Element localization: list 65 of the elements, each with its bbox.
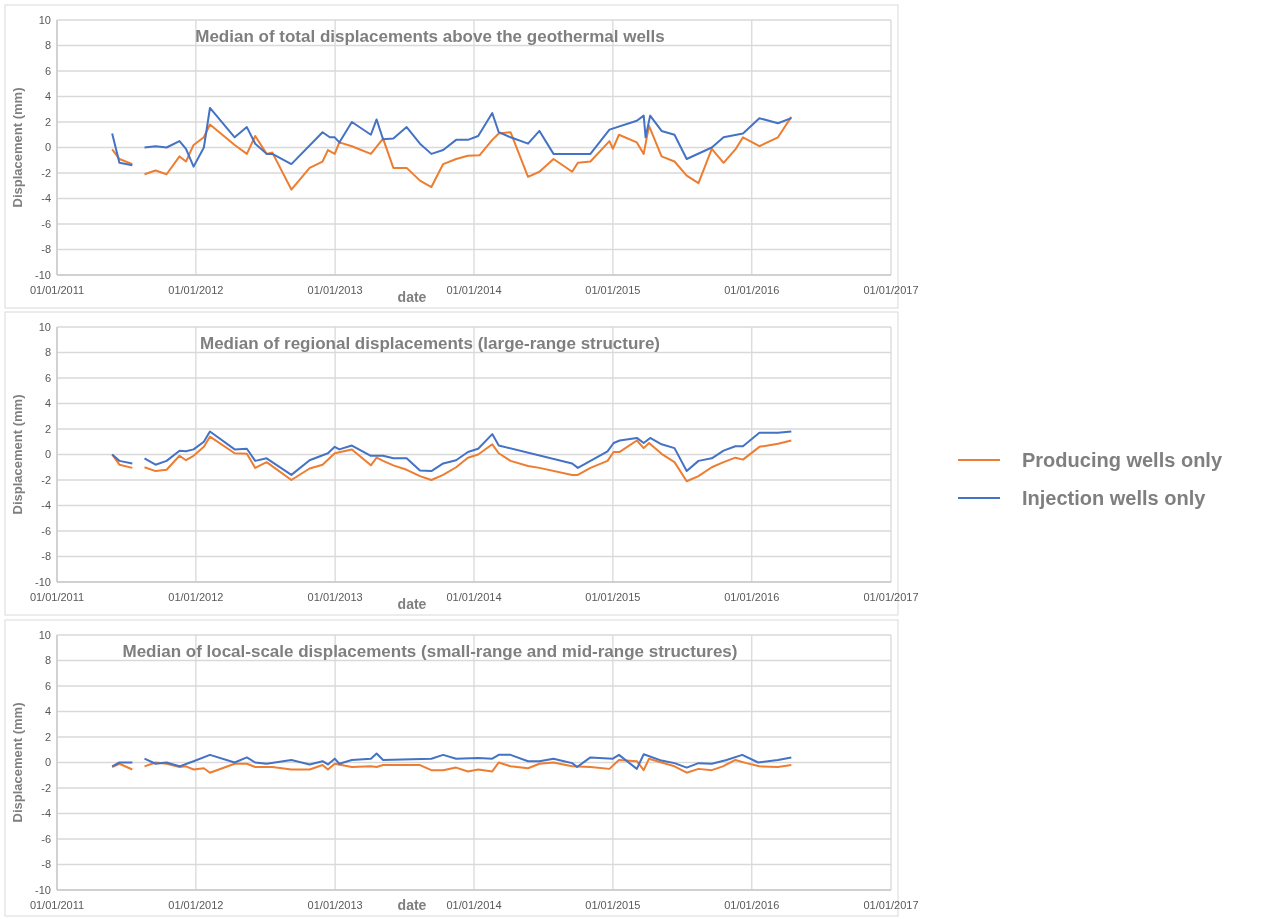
y-tick-label: 8 <box>44 346 51 359</box>
y-tick-label: 0 <box>44 141 51 154</box>
x-tick-label: 01/01/2011 <box>29 591 85 603</box>
y-tick-label: 4 <box>44 90 51 103</box>
x-tick-label: 01/01/2017 <box>863 899 919 911</box>
y-tick-label: -4 <box>41 807 51 820</box>
y-axis-title: Displacement (mm) <box>10 87 25 208</box>
y-tick-label: -8 <box>41 550 51 563</box>
y-tick-label: 2 <box>44 730 51 743</box>
y-tick-label: -4 <box>41 499 51 512</box>
y-tick-label: -6 <box>41 832 51 845</box>
y-tick-label: 8 <box>44 654 51 667</box>
y-tick-label: 10 <box>38 320 51 333</box>
y-tick-label: -4 <box>41 192 51 205</box>
legend-label: Injection wells only <box>1022 487 1207 509</box>
y-tick-label: -2 <box>41 473 51 486</box>
y-axis-title: Displacement (mm) <box>10 702 25 823</box>
x-tick-label: 01/01/2013 <box>307 591 363 603</box>
y-tick-label: 6 <box>44 371 51 384</box>
y-axis-title: Displacement (mm) <box>10 394 25 515</box>
x-tick-label: 01/01/2016 <box>724 284 780 296</box>
x-tick-label: 01/01/2016 <box>724 591 780 603</box>
y-tick-label: -2 <box>41 166 51 179</box>
x-tick-label: 01/01/2016 <box>724 899 780 911</box>
chart-title: Median of total displacements above the geothermal wells <box>195 27 665 46</box>
x-tick-label: 01/01/2013 <box>307 284 363 296</box>
y-tick-label: 2 <box>44 115 51 128</box>
y-tick-label: -10 <box>35 575 51 588</box>
x-axis-title: date <box>397 897 427 913</box>
y-tick-label: -6 <box>41 524 51 537</box>
chart-title: Median of local-scale displacements (small-range and mid-range structures) <box>122 642 738 661</box>
x-tick-label: 01/01/2017 <box>863 284 919 296</box>
legend-label: Producing wells only <box>1022 449 1223 471</box>
y-tick-label: 8 <box>44 39 51 52</box>
x-tick-label: 01/01/2014 <box>446 284 502 296</box>
x-tick-label: 01/01/2014 <box>446 899 502 911</box>
x-tick-label: 01/01/2017 <box>863 591 919 603</box>
y-tick-label: -10 <box>35 268 51 281</box>
y-tick-label: -6 <box>41 217 51 230</box>
x-tick-label: 01/01/2015 <box>585 284 641 296</box>
x-axis-title: date <box>397 596 427 612</box>
y-tick-label: 4 <box>44 397 51 410</box>
y-tick-label: 0 <box>44 448 51 461</box>
y-tick-label: -2 <box>41 781 51 794</box>
x-tick-label: 01/01/2011 <box>29 899 85 911</box>
x-tick-label: 01/01/2015 <box>585 591 641 603</box>
y-tick-label: 0 <box>44 756 51 769</box>
x-tick-label: 01/01/2014 <box>446 591 502 603</box>
y-tick-label: 10 <box>38 628 51 641</box>
y-tick-label: 4 <box>44 705 51 718</box>
x-tick-label: 01/01/2012 <box>168 284 224 296</box>
y-tick-label: -10 <box>35 883 51 896</box>
y-tick-label: -8 <box>41 858 51 871</box>
x-tick-label: 01/01/2012 <box>168 899 224 911</box>
chart-title: Median of regional displacements (large-range structure) <box>199 334 661 353</box>
y-tick-label: 10 <box>38 13 51 26</box>
x-tick-label: 01/01/2012 <box>168 591 224 603</box>
x-tick-label: 01/01/2011 <box>29 284 85 296</box>
y-tick-label: 2 <box>44 422 51 435</box>
y-tick-label: -8 <box>41 243 51 256</box>
y-tick-label: 6 <box>44 64 51 77</box>
y-tick-label: 6 <box>44 679 51 692</box>
x-axis-title: date <box>397 289 427 305</box>
x-tick-label: 01/01/2013 <box>307 899 363 911</box>
x-tick-label: 01/01/2015 <box>585 899 641 911</box>
